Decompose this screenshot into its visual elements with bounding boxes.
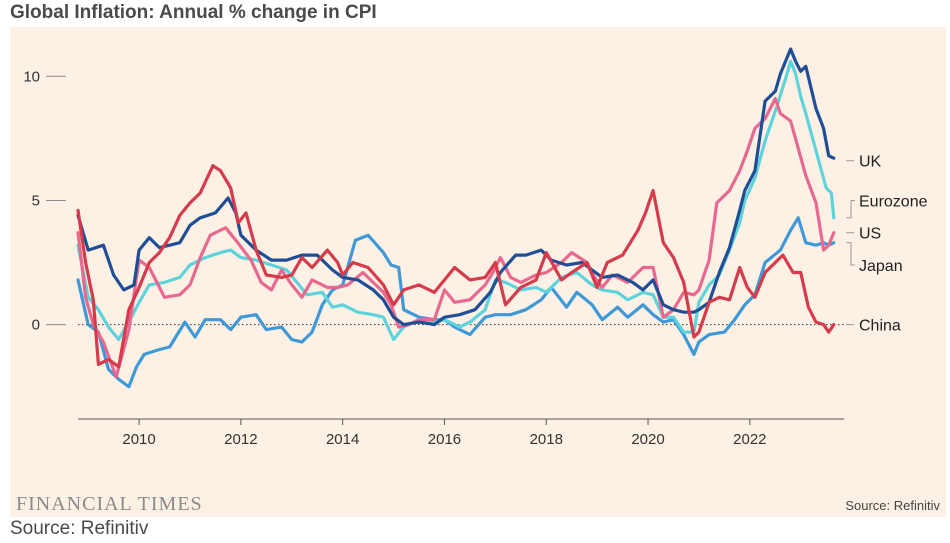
series-end-labels: UK Eurozone US Japan China [846,154,928,335]
series-label-uk: UK [859,154,882,171]
chart-source: Source: Refinitiv [845,498,940,513]
x-tick-label-2020: 2020 [631,431,664,448]
chart-panel: 10 5 0 2010 2012 2014 2016 2018 2020 2022 UK Euro… [10,27,946,517]
series-label-us: US [859,226,881,243]
x-tick-label-2014: 2014 [326,431,359,448]
x-tick-label-2010: 2010 [122,431,155,448]
brand-wordmark: FINANCIAL TIMES [16,493,203,515]
x-tick-label-2018: 2018 [530,431,563,448]
x-tick-label-2022: 2022 [733,431,766,448]
series-line-uk [76,47,836,327]
page-title: Global Inflation: Annual % change in CPI [10,2,377,23]
y-tick-label-10: 10 [23,68,40,85]
series-line-japan [76,216,836,389]
inflation-line-chart: 10 5 0 2010 2012 2014 2016 2018 2020 2022 UK Euro… [16,47,940,515]
label-connector-japan [846,242,855,266]
x-tick-label-2012: 2012 [224,431,257,448]
y-tick-label-0: 0 [32,317,40,334]
x-axis-ticks: 2010 2012 2014 2016 2018 2020 2022 [122,419,767,448]
series-lines [76,47,836,389]
y-tick-label-5: 5 [32,192,40,209]
series-label-japan: Japan [859,258,903,275]
source-caption: Source: Refinitiv [10,518,149,539]
series-label-china: China [859,318,901,335]
series-line-china [76,164,836,369]
y-axis-ticks: 10 5 0 [23,68,66,334]
x-tick-label-2016: 2016 [428,431,461,448]
series-label-eurozone: Eurozone [859,193,928,210]
label-connector-eurozone [846,200,855,219]
series-line-us [76,97,836,379]
